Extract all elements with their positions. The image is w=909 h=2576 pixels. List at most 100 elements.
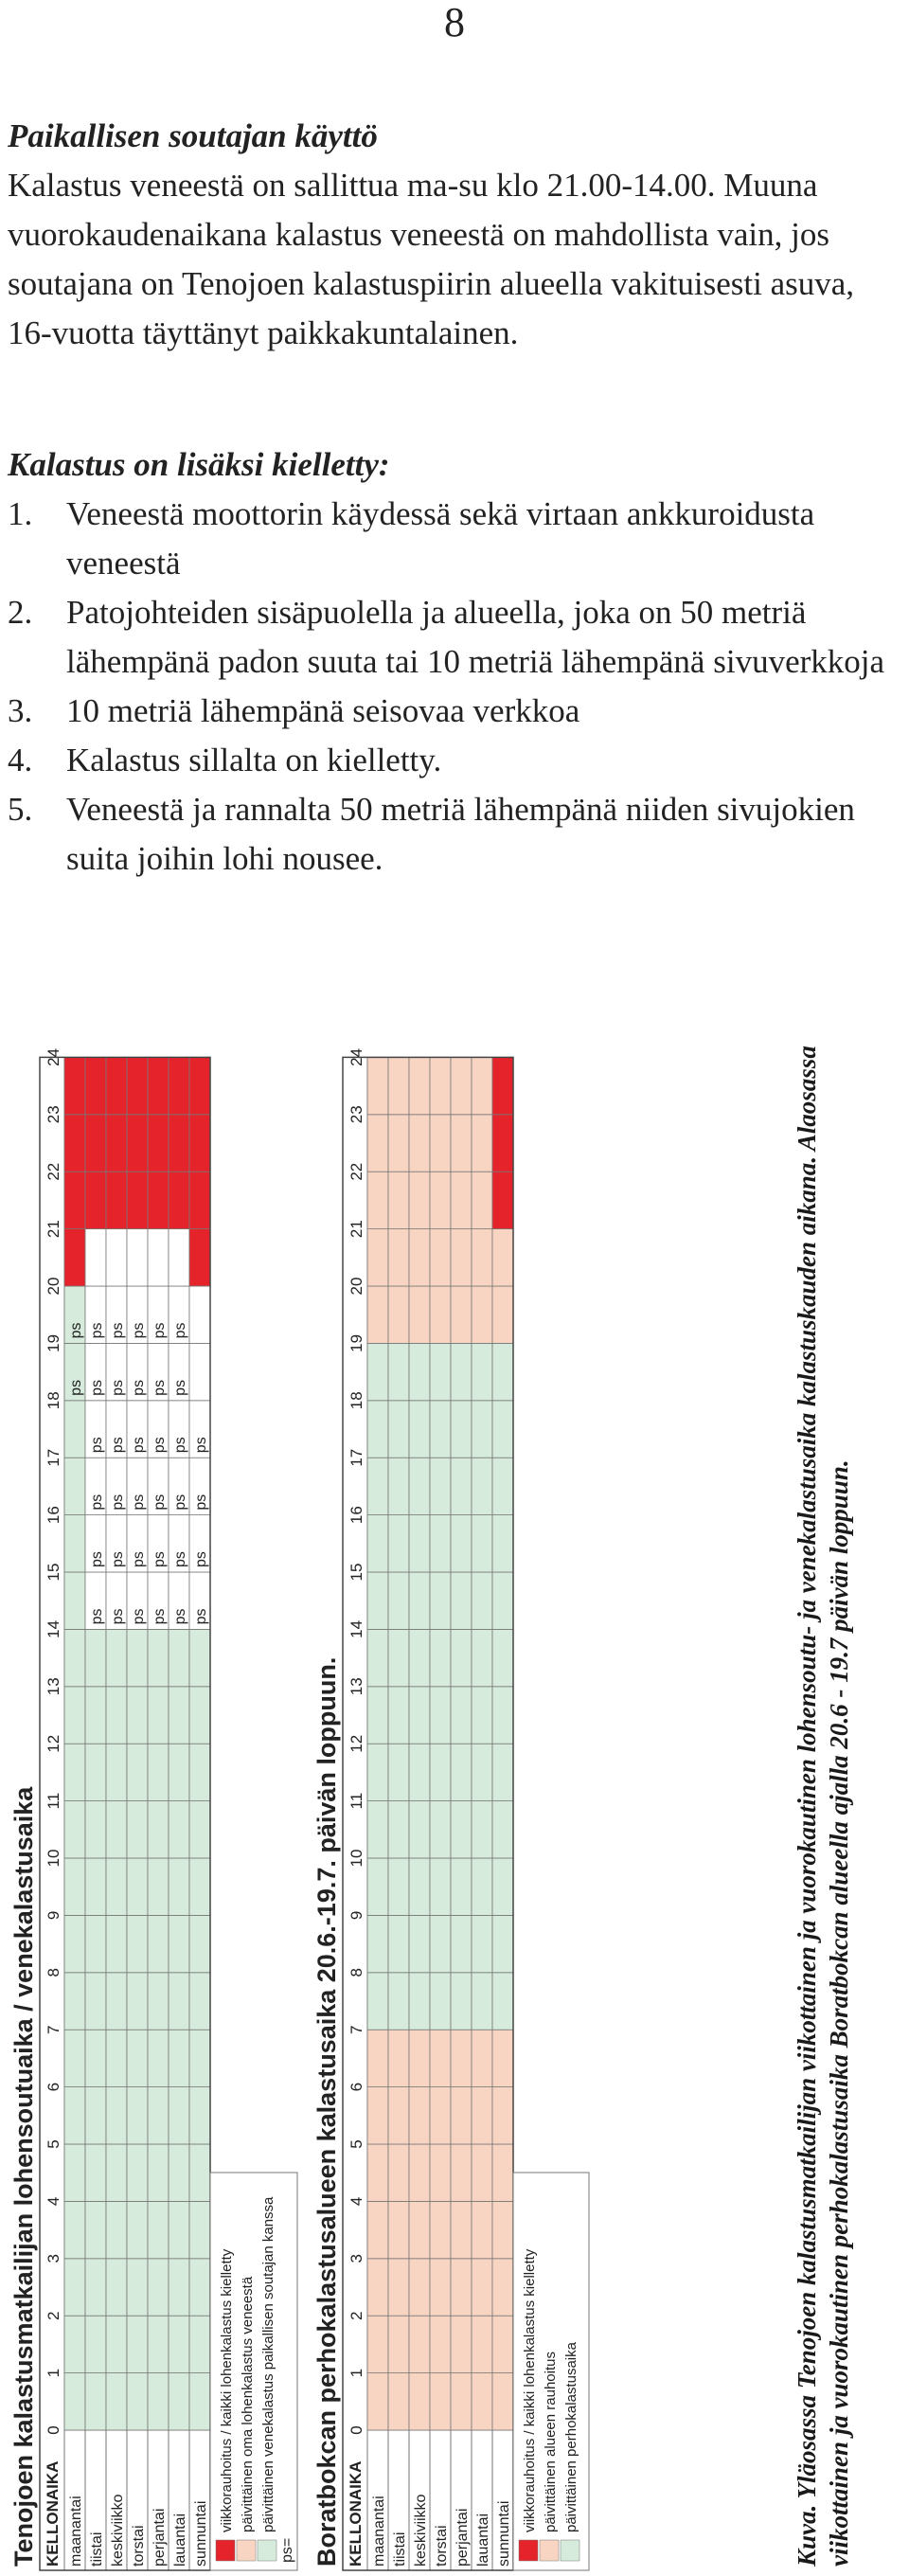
hour-cell bbox=[408, 2372, 431, 2431]
hour-cell bbox=[408, 1972, 431, 2030]
hour-label: 22 bbox=[45, 1163, 62, 1181]
ps-marker: ps bbox=[172, 1322, 188, 1338]
hour-cell bbox=[491, 1914, 514, 1974]
hour-cell bbox=[387, 2029, 410, 2087]
day-label: torstai bbox=[434, 2525, 450, 2567]
day-label: keskiviikko bbox=[413, 2494, 429, 2567]
hour-cell bbox=[491, 1057, 514, 1116]
hour-cell bbox=[126, 1914, 149, 1974]
hour-cell bbox=[408, 2029, 431, 2087]
hour-cell bbox=[147, 2258, 169, 2317]
hour-cell bbox=[84, 1743, 107, 1801]
hour-cell bbox=[126, 2258, 149, 2317]
hour-label: 2 bbox=[348, 2311, 365, 2319]
ps-marker: ps bbox=[131, 1380, 147, 1396]
hour-cell bbox=[147, 1171, 169, 1229]
hour-label: 8 bbox=[45, 1968, 62, 1977]
legend-text: päivittäinen alueen rauhoitus bbox=[543, 2352, 559, 2532]
list-item: 1. Veneestä moottorin käydessä sekä virta… bbox=[8, 495, 815, 581]
hour-cell bbox=[188, 1972, 211, 2030]
hour-cell bbox=[147, 2372, 169, 2431]
hour-cell bbox=[168, 2086, 190, 2145]
hour-label: 3 bbox=[45, 2254, 62, 2263]
hour-label: 14 bbox=[45, 1620, 62, 1638]
hour-label: 23 bbox=[45, 1105, 62, 1123]
hour-cell bbox=[491, 2029, 514, 2087]
hour-cell bbox=[471, 2372, 493, 2431]
hour-cell bbox=[63, 1457, 86, 1515]
hour-cell bbox=[387, 1857, 410, 1916]
hour-cell bbox=[450, 2315, 472, 2374]
hour-cell bbox=[450, 1571, 472, 1630]
hour-cell bbox=[188, 1628, 211, 1688]
hour-cell bbox=[429, 1343, 452, 1402]
hour-cell bbox=[168, 1743, 190, 1801]
hour-cell bbox=[168, 1686, 190, 1744]
ps-marker: ps bbox=[172, 1437, 188, 1453]
hour-cell bbox=[471, 2029, 493, 2087]
hour-cell bbox=[105, 1628, 128, 1688]
hour-cell bbox=[168, 1057, 190, 1116]
hour-cell bbox=[147, 1114, 169, 1172]
list-item: 3. 10 metriä lähempänä seisovaa verkkoa bbox=[8, 692, 580, 729]
hour-cell bbox=[84, 2315, 107, 2374]
hour-label: 4 bbox=[348, 2197, 365, 2206]
hour-cell bbox=[450, 1228, 472, 1287]
hour-cell bbox=[63, 2029, 86, 2087]
hour-cell bbox=[366, 1972, 389, 2030]
local-rower-section: Paikallisen soutajan käyttö Kalastus ven… bbox=[8, 112, 902, 358]
prohibited-heading: Kalastus on lisäksi kielletty: bbox=[8, 446, 390, 483]
hour-cell bbox=[147, 1628, 169, 1688]
hour-cell bbox=[387, 1800, 410, 1859]
hour-cell bbox=[450, 1457, 472, 1515]
hour-cell bbox=[366, 1171, 389, 1229]
legend-swatch bbox=[518, 2539, 539, 2562]
hour-cell bbox=[491, 1343, 514, 1402]
hour-label: 11 bbox=[45, 1793, 62, 1810]
day-label: torstai bbox=[131, 2525, 147, 2567]
ps-marker: ps bbox=[89, 1380, 105, 1396]
hour-cell bbox=[84, 1171, 107, 1229]
hour-cell bbox=[429, 1057, 452, 1116]
hour-cell bbox=[387, 2200, 410, 2260]
hour-cell bbox=[429, 1800, 452, 1859]
hour-label: 2 bbox=[45, 2311, 62, 2319]
hour-label: 5 bbox=[45, 2139, 62, 2148]
hour-cell bbox=[126, 1743, 149, 1801]
hour-cell bbox=[408, 2258, 431, 2317]
hour-cell bbox=[491, 1514, 514, 1573]
hour-label: 8 bbox=[348, 1968, 365, 1977]
hour-label: 22 bbox=[348, 1163, 365, 1181]
hour-cell bbox=[84, 1857, 107, 1916]
hour-cell bbox=[63, 1972, 86, 2030]
hour-cell bbox=[84, 2143, 107, 2202]
figure-caption: Kuva. Yläosassa Tenojoen kalastusmatkail… bbox=[793, 1046, 853, 2567]
hour-cell bbox=[126, 1228, 149, 1287]
hour-cell bbox=[429, 1400, 452, 1458]
hour-cell bbox=[387, 2372, 410, 2431]
hour-cell bbox=[429, 1571, 452, 1630]
hour-cell bbox=[105, 2029, 128, 2087]
hour-cell bbox=[63, 2258, 86, 2317]
hour-cell bbox=[387, 1057, 410, 1116]
hour-cell bbox=[168, 1628, 190, 1688]
ps-marker: ps bbox=[68, 1322, 84, 1338]
hour-cell bbox=[491, 1686, 514, 1744]
hour-cell bbox=[84, 2200, 107, 2260]
hour-cell bbox=[387, 1514, 410, 1573]
legend-swatch bbox=[257, 2539, 277, 2562]
ps-marker: ps bbox=[110, 1551, 126, 1567]
ps-marker: ps bbox=[193, 1437, 209, 1453]
hour-cell bbox=[450, 1686, 472, 1744]
hour-cell bbox=[126, 2086, 149, 2145]
ps-marker: ps bbox=[152, 1380, 168, 1396]
hour-cell bbox=[105, 1228, 128, 1287]
hour-cell bbox=[188, 1686, 211, 1744]
hour-cell bbox=[188, 2086, 211, 2145]
fishing-times-figure: Tenojoen kalastusmatkailijan lohensoutua… bbox=[0, 994, 909, 2576]
hour-cell bbox=[450, 1914, 472, 1974]
ps-marker: ps bbox=[172, 1494, 188, 1511]
hour-cell bbox=[491, 2200, 514, 2260]
hour-cell bbox=[105, 1057, 128, 1116]
hour-cell bbox=[491, 1628, 514, 1688]
